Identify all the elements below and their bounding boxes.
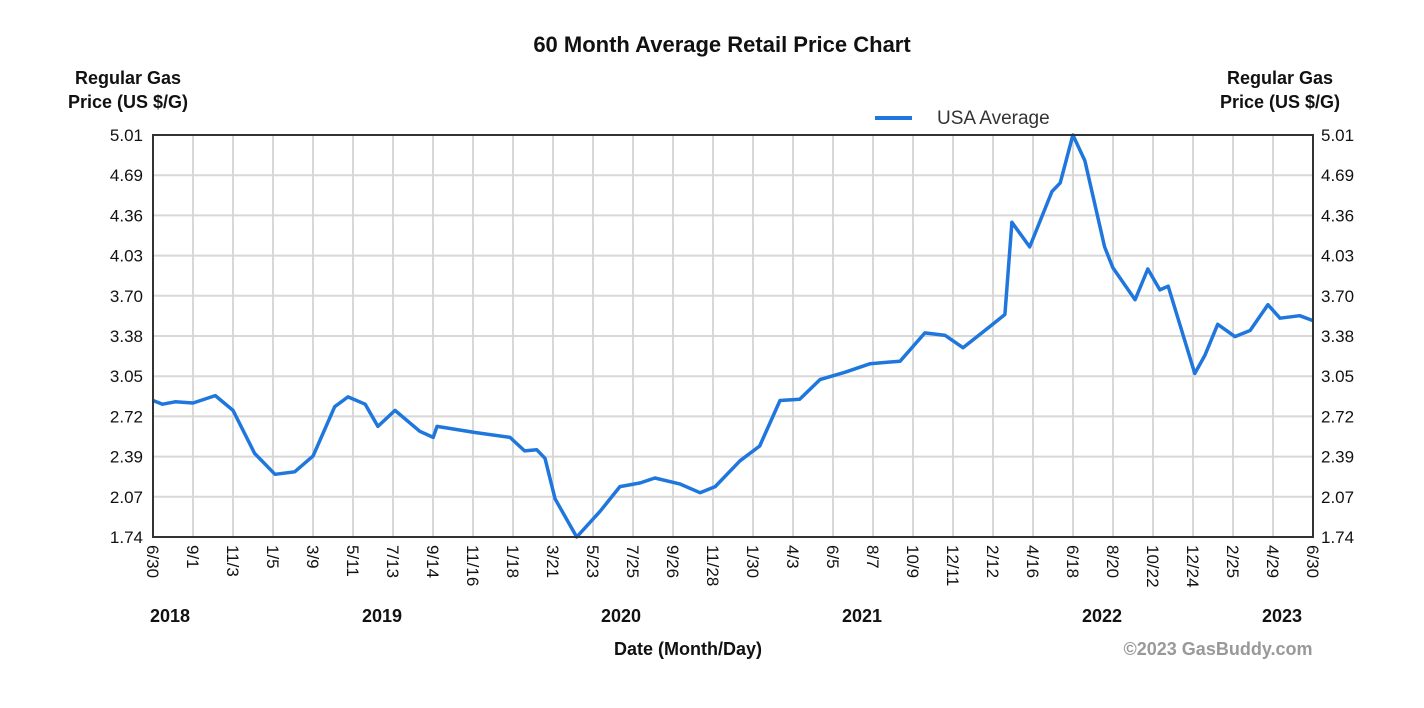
year-label: 2018 [150,606,190,626]
y-axis-label-left-line2: Price (US $/G) [68,92,188,112]
x-tick-label: 11/3 [223,545,242,577]
x-tick-label: 1/18 [503,545,522,578]
x-tick-label: 5/11 [343,545,362,577]
year-label: 2021 [842,606,882,626]
x-tick-label: 1/5 [263,545,282,569]
x-tick-label: 3/9 [303,545,322,569]
y-tick-label-right: 5.01 [1321,126,1354,145]
x-tick-label: 9/26 [663,545,682,578]
y-tick-label-right: 2.39 [1321,448,1354,467]
grid [152,134,1314,538]
year-label: 2019 [362,606,402,626]
x-tick-label: 4/16 [1023,545,1042,578]
chart-title: 60 Month Average Retail Price Chart [533,32,911,57]
legend-label: USA Average [937,108,1050,129]
series-line-usa-average [152,133,1314,539]
x-tick-label: 9/14 [423,545,442,578]
year-label: 2022 [1082,606,1122,626]
y-tick-label-right: 1.74 [1321,528,1354,547]
x-tick-label: 9/1 [183,545,202,569]
x-tick-label: 7/13 [383,545,402,578]
x-tick-label: 2/25 [1223,545,1242,578]
x-tick-label: 7/25 [623,545,642,578]
y-axis-label-left-line1: Regular Gas [75,68,181,88]
x-tick-label: 10/22 [1143,545,1162,588]
year-label: 2020 [601,606,641,626]
y-tick-label-left: 3.05 [110,367,143,386]
y-tick-label-right: 3.38 [1321,327,1354,346]
y-tick-label-right: 2.72 [1321,407,1354,426]
x-tick-label: 4/29 [1263,545,1282,578]
x-tick-label: 1/30 [743,545,762,578]
y-tick-label-right: 2.07 [1321,488,1354,507]
y-tick-label-left: 2.72 [110,407,143,426]
y-tick-label-left: 2.07 [110,488,143,507]
y-tick-label-left: 3.70 [110,287,143,306]
y-tick-label-left: 4.69 [110,166,143,185]
x-tick-label: 4/3 [783,545,802,569]
y-tick-label-right: 4.03 [1321,247,1354,266]
x-tick-label: 12/11 [943,545,962,586]
x-tick-label: 12/24 [1183,545,1202,588]
y-tick-label-left: 3.38 [110,327,143,346]
y-tick-label-right: 4.69 [1321,166,1354,185]
x-tick-label: 11/16 [463,545,482,586]
y-tick-label-right: 3.70 [1321,287,1354,306]
x-tick-label: 8/20 [1103,545,1122,578]
y-tick-label-left: 4.36 [110,206,143,225]
x-tick-label: 6/30 [143,545,162,578]
x-axis-label: Date (Month/Day) [614,639,762,659]
plot-border [152,134,1314,538]
x-tick-label: 2/12 [983,545,1002,578]
x-tick-label: 3/21 [543,545,562,578]
y-axis-label-right-line2: Price (US $/G) [1220,92,1340,112]
x-tick-label: 6/5 [823,545,842,569]
x-tick-label: 8/7 [863,545,882,569]
y-tick-label-left: 5.01 [110,126,143,145]
year-label: 2023 [1262,606,1302,626]
y-tick-label-right: 4.36 [1321,206,1354,225]
x-tick-label: 10/9 [903,545,922,578]
y-tick-label-left: 4.03 [110,247,143,266]
x-tick-label: 5/23 [583,545,602,578]
x-tick-label: 11/28 [703,545,722,586]
ticks: 5.01 5.01 4.69 4.69 4.36 4.36 4.03 4.03 3.70 3.70… [110,126,1354,626]
x-tick-label: 6/18 [1063,545,1082,578]
credit: ©2023 GasBuddy.com [1124,639,1313,659]
y-tick-label-left: 1.74 [110,528,143,547]
y-tick-label-right: 3.05 [1321,367,1354,386]
y-axis-label-right-line1: Regular Gas [1227,68,1333,88]
x-tick-label: 6/30 [1303,545,1322,578]
y-tick-label-left: 2.39 [110,448,143,467]
